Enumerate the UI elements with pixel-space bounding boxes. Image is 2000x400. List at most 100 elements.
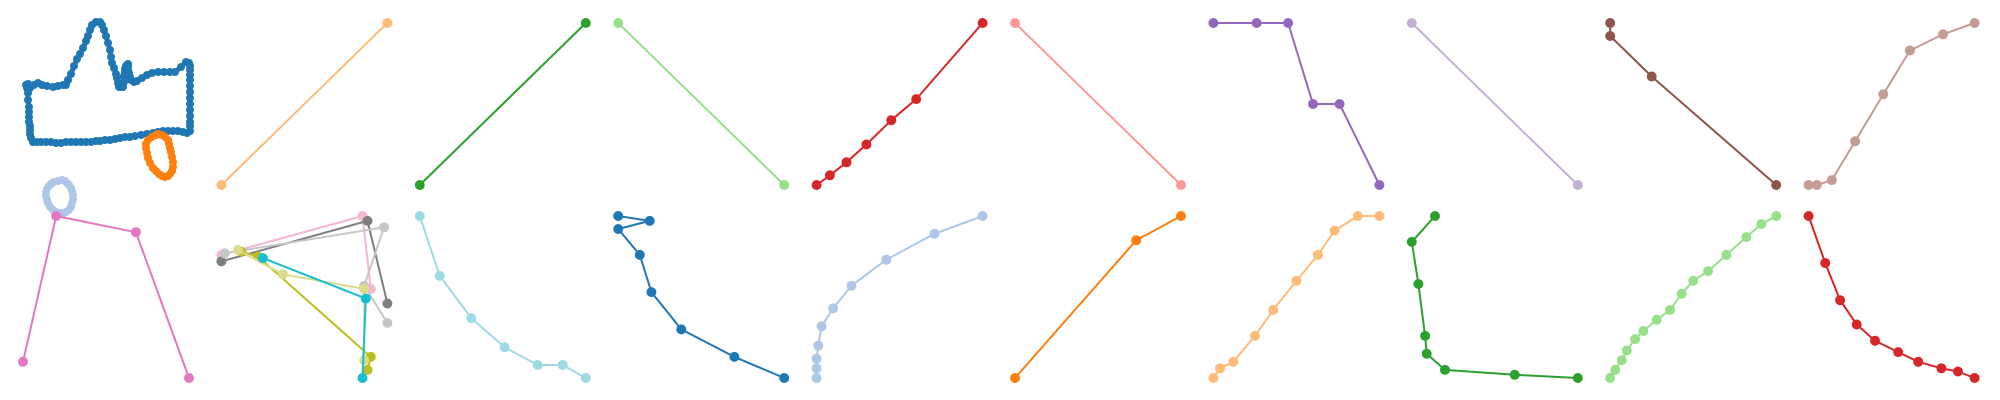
series-line-6-1 [1014, 22, 1182, 186]
series-line-11-1 [22, 215, 190, 379]
point-1-1-71 [186, 106, 194, 114]
point-14-1-8 [779, 373, 790, 383]
point-1-1-85 [137, 131, 145, 139]
point-13-1-3 [466, 313, 477, 324]
point-20-1-1 [1803, 211, 1814, 221]
panel-19 [1605, 211, 1782, 383]
panel-12 [216, 211, 393, 383]
point-4-1-2 [779, 180, 790, 190]
point-19-1-8 [1665, 305, 1675, 315]
point-11-1-4 [184, 373, 194, 383]
series-line-15-1 [815, 215, 984, 379]
point-15-1-9 [929, 228, 940, 239]
point-10-1-3 [1826, 175, 1837, 186]
point-19-1-9 [1676, 288, 1687, 299]
point-8-1-1 [1406, 18, 1417, 28]
panel-9 [1605, 18, 1782, 190]
series-line-3-1 [418, 22, 587, 186]
point-1-1-15 [70, 62, 78, 70]
point-18-1-5 [1421, 348, 1432, 359]
point-9-1-4 [1771, 180, 1782, 190]
point-14-1-1 [613, 211, 624, 221]
point-9-1-2 [1605, 31, 1616, 41]
point-5-1-2 [824, 170, 835, 181]
point-12-3-4 [382, 317, 393, 328]
point-1-1-116 [24, 96, 32, 104]
point-1-1-68 [186, 88, 194, 96]
point-14-1-6 [676, 324, 687, 335]
point-14-1-2 [644, 215, 655, 226]
point-10-1-8 [1969, 18, 1980, 28]
point-1-1-13 [64, 76, 72, 84]
point-19-1-7 [1651, 314, 1662, 325]
point-10-1-4 [1850, 136, 1861, 147]
point-4-1-1 [613, 18, 624, 28]
point-19-1-11 [1703, 266, 1714, 277]
point-15-1-4 [813, 340, 824, 351]
point-15-1-6 [828, 303, 839, 314]
point-20-1-9 [1953, 366, 1963, 377]
point-17-1-1 [1208, 373, 1219, 383]
point-1-1-69 [186, 94, 194, 102]
series-line-9-1 [1609, 22, 1778, 186]
point-18-1-6 [1440, 364, 1450, 375]
series-line-20-1 [1807, 215, 1976, 379]
point-19-1-4 [1621, 345, 1632, 356]
point-1-1-57 [160, 68, 168, 76]
panel-5 [811, 18, 988, 190]
point-17-1-7 [1313, 249, 1323, 260]
point-5-1-1 [811, 180, 822, 190]
point-1-1-8 [43, 82, 51, 90]
point-17-1-9 [1352, 211, 1363, 221]
point-13-1-5 [532, 360, 543, 370]
series-line-12-4 [240, 250, 372, 371]
point-1-1-29 [106, 46, 114, 54]
point-19-1-14 [1756, 219, 1767, 230]
point-18-1-2 [1406, 236, 1417, 247]
point-16-1-1 [1010, 373, 1020, 383]
point-1-1-28 [104, 39, 112, 47]
point-17-1-8 [1329, 225, 1340, 236]
point-18-1-7 [1509, 369, 1520, 380]
point-17-1-4 [1249, 330, 1260, 341]
point-15-1-2 [811, 363, 822, 374]
point-1-1-14 [67, 70, 75, 78]
point-1-1-18 [79, 44, 87, 52]
point-20-1-8 [1936, 363, 1947, 374]
point-12-6-1 [257, 253, 268, 264]
point-3-1-2 [580, 18, 591, 28]
point-15-1-8 [881, 254, 892, 265]
point-17-1-3 [1228, 356, 1239, 367]
point-17-1-2 [1215, 363, 1225, 374]
point-1-1-67 [186, 82, 194, 90]
series-line-7-1 [1212, 22, 1381, 186]
point-13-1-7 [580, 373, 591, 383]
point-15-1-3 [811, 353, 822, 364]
point-11-1-2 [51, 211, 62, 221]
point-7-1-5 [1334, 99, 1345, 109]
point-7-1-3 [1283, 18, 1294, 28]
point-19-1-3 [1616, 355, 1627, 366]
point-19-1-13 [1741, 232, 1752, 243]
point-5-1-6 [911, 94, 922, 105]
point-19-1-10 [1688, 275, 1699, 286]
point-5-1-5 [886, 115, 897, 126]
point-18-1-3 [1413, 279, 1424, 289]
point-18-1-1 [1430, 211, 1440, 221]
point-1-3-27 [152, 131, 160, 139]
point-10-1-7 [1938, 29, 1949, 40]
point-1-1-72 [186, 112, 194, 120]
point-1-1-17 [76, 50, 84, 58]
panel-18 [1406, 211, 1583, 383]
point-7-1-4 [1308, 99, 1318, 109]
panel-8 [1406, 18, 1583, 190]
point-11-1-3 [130, 227, 141, 238]
panel-11 [18, 211, 194, 383]
point-13-1-1 [414, 211, 425, 221]
series-line-17-1 [1212, 215, 1381, 379]
point-14-1-3 [613, 224, 624, 234]
series-line-4-1 [617, 22, 786, 186]
point-5-1-3 [841, 157, 852, 168]
point-14-1-7 [729, 351, 740, 362]
